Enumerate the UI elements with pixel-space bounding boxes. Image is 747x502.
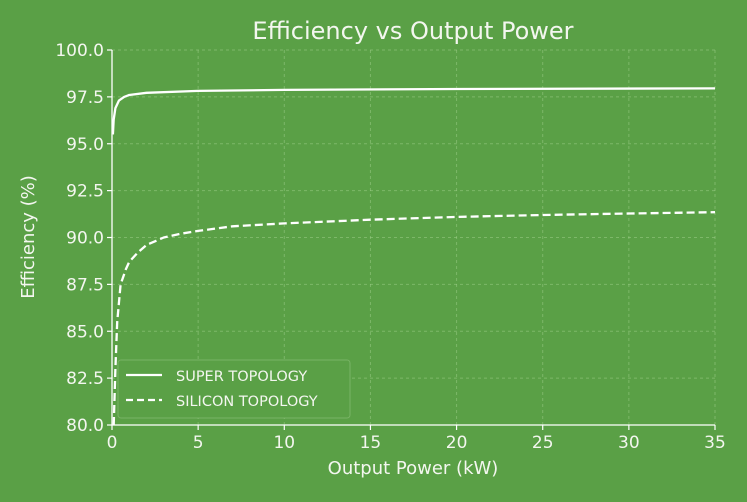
series-line-super: [111, 87, 716, 135]
series-lines: [111, 87, 716, 426]
x-tick-label: 20: [446, 433, 468, 453]
y-tick-label: 100.0: [55, 41, 104, 61]
y-tick-label: 87.5: [66, 275, 104, 295]
x-tick-label: 15: [360, 433, 382, 453]
y-axis-label: Efficiency (%): [18, 175, 39, 299]
x-tick-label: 25: [532, 433, 554, 453]
x-tick-label: 30: [618, 433, 640, 453]
chart-title: Efficiency vs Output Power: [252, 17, 573, 45]
legend: SUPER TOPOLOGY SILICON TOPOLOGY: [117, 359, 351, 419]
x-tick-label: 10: [273, 433, 295, 453]
y-tick-label: 92.5: [66, 182, 104, 202]
y-tick-label: 80.0: [66, 416, 104, 436]
y-tick-label: 95.0: [66, 135, 104, 155]
y-tick-label: 97.5: [66, 88, 104, 108]
series-line-silicon: [112, 211, 716, 426]
x-tick-label: 35: [704, 433, 726, 453]
y-tick-label: 85.0: [66, 322, 104, 342]
x-axis-label: Output Power (kW): [328, 458, 499, 479]
y-tick-label: 82.5: [66, 369, 104, 389]
y-tick-label: 90.0: [66, 229, 104, 249]
x-tick-label: 5: [193, 433, 204, 453]
axes: 0 5 10 15 20 25 30 35 80.0 82.5 85.0 87.5 90.0 92.5 95…: [55, 41, 725, 453]
legend-label-super: SUPER TOPOLOGY: [176, 369, 307, 385]
x-tick-label: 0: [107, 433, 118, 453]
legend-label-silicon: SILICON TOPOLOGY: [176, 394, 318, 410]
grid: [111, 49, 716, 426]
